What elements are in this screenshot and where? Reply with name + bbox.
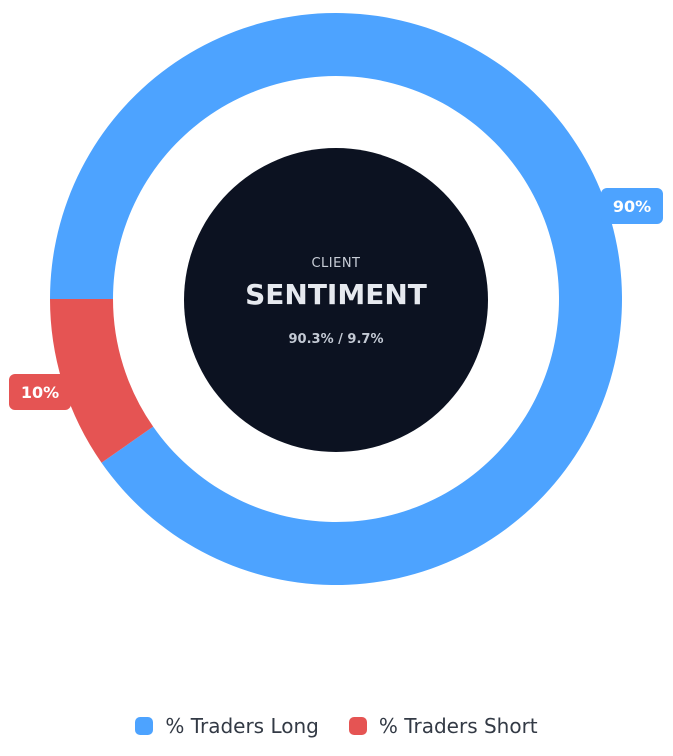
slice-short[interactable] (50, 299, 154, 463)
center-ratio: 90.3% / 9.7% (288, 332, 384, 347)
center-summary: CLIENT SENTIMENT 90.3% / 9.7% (184, 148, 488, 452)
data-label-long-text: 90% (613, 197, 651, 216)
data-label-short: 10% (9, 374, 71, 410)
legend-swatch-short (348, 717, 367, 735)
data-label-short-bg (9, 374, 71, 410)
legend-item-long[interactable]: % Traders Long (135, 714, 319, 738)
legend: % Traders Long % Traders Short (0, 714, 673, 738)
data-label-short-text: 10% (21, 383, 59, 402)
center-title: SENTIMENT (245, 278, 427, 311)
legend-item-short[interactable]: % Traders Short (348, 714, 538, 738)
data-label-long-bg (601, 188, 663, 224)
legend-label-short: % Traders Short (378, 714, 538, 738)
legend-label-long: % Traders Long (165, 714, 319, 738)
center-small-label: CLIENT (311, 256, 361, 271)
data-label-long: 90% (601, 188, 663, 224)
sentiment-donut-chart: 90% 10% (9, 13, 663, 586)
legend-swatch-long (135, 717, 154, 735)
